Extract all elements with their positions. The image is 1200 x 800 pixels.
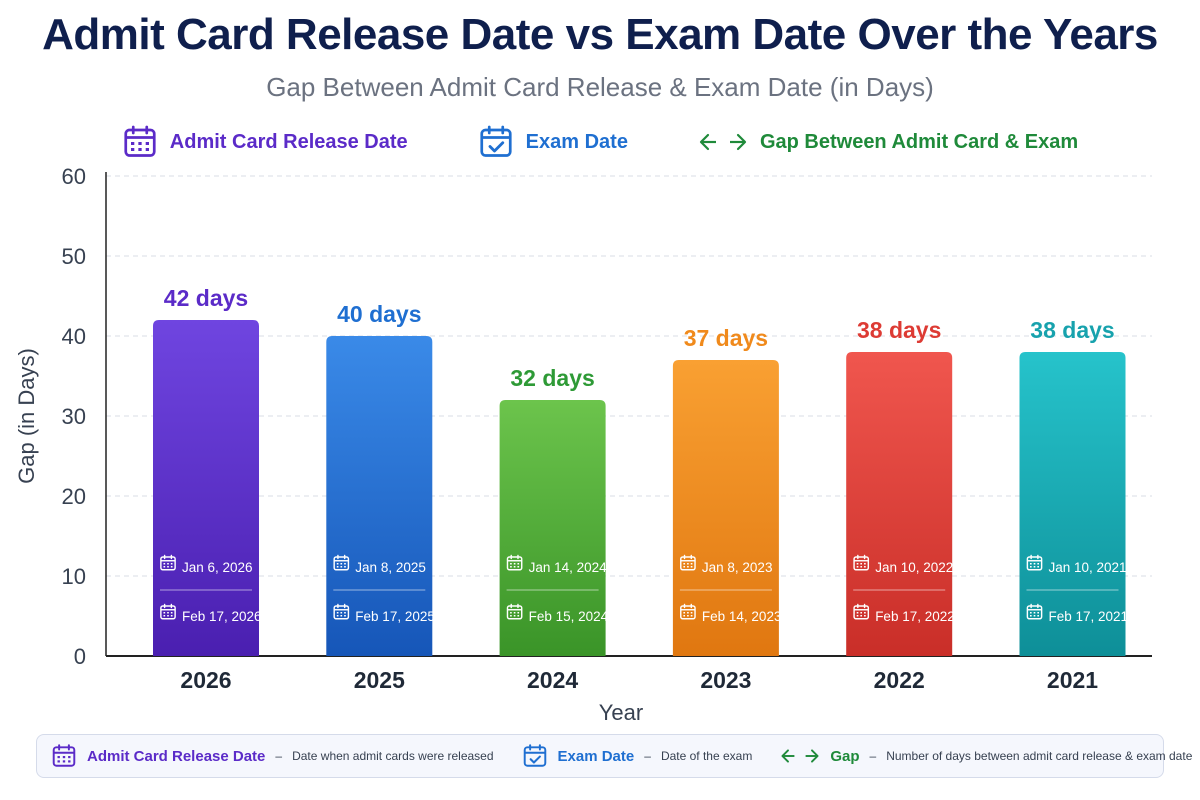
bottom-legend-exam-desc: Date of the exam	[660, 749, 753, 763]
calendar-icon	[52, 744, 76, 767]
admit-date-label: Jan 6, 2026	[182, 560, 253, 575]
x-tick-label: 2023	[700, 667, 751, 693]
y-tick-label: 40	[62, 324, 86, 349]
calendar-icon	[1026, 554, 1043, 571]
bar-value-label: 38 days	[857, 317, 941, 343]
legend-item-exam: Exam Date	[478, 124, 628, 160]
x-tick-label: 2026	[180, 667, 231, 693]
legend-item-admit: Admit Card Release Date	[122, 124, 408, 160]
bar	[1019, 352, 1126, 656]
bottom-legend-gap-desc: Number of days between admit card releas…	[886, 749, 1193, 763]
calendar-icon	[680, 554, 696, 571]
legend-item-gap: Gap Between Admit Card & Exam	[698, 130, 1078, 154]
double-arrow-icon	[699, 133, 747, 151]
chart-subtitle: Gap Between Admit Card Release & Exam Da…	[266, 72, 934, 102]
admit-date-label: Jan 10, 2021	[1049, 560, 1127, 575]
bar	[672, 360, 779, 656]
bar-value-label: 37 days	[684, 325, 768, 351]
bottom-legend-gap: Gap – Number of days between admit card …	[780, 746, 1192, 766]
calendar-check-icon	[160, 603, 176, 620]
calendar-icon	[160, 554, 176, 571]
y-tick-label: 30	[62, 404, 86, 429]
bar	[499, 400, 606, 656]
x-tick-label: 2021	[1047, 667, 1098, 693]
bar-value-label: 40 days	[337, 301, 421, 327]
x-tick-label: 2022	[874, 667, 925, 693]
bottom-legend-admit-dash: –	[275, 749, 283, 763]
exam-date-label: Feb 17, 2022	[875, 609, 955, 624]
exam-date-label: Feb 17, 2025	[355, 609, 435, 624]
bar-value-label: 38 days	[1030, 317, 1114, 343]
legend-label-exam: Exam Date	[525, 130, 628, 153]
bar-value-label: 32 days	[510, 365, 594, 391]
y-tick-label: 60	[62, 164, 86, 189]
calendar-check-icon	[523, 744, 546, 767]
admit-date-label: Jan 10, 2022	[875, 560, 953, 575]
bottom-legend-exam-label: Exam Date	[557, 747, 635, 765]
exam-date-label: Feb 15, 2024	[529, 609, 609, 624]
bar	[153, 320, 259, 656]
double-arrow-icon	[781, 749, 819, 763]
admit-date-label: Jan 8, 2025	[355, 560, 426, 575]
bottom-legend-gap-dash: –	[869, 749, 877, 763]
calendar-check-icon	[333, 603, 350, 620]
bottom-legend-admit-desc: Date when admit cards were released	[292, 749, 494, 763]
bar	[846, 352, 953, 656]
x-axis-label: Year	[599, 700, 643, 725]
calendar-icon	[124, 125, 156, 157]
calendar-icon	[853, 554, 870, 571]
calendar-check-icon	[853, 603, 870, 620]
bottom-legend-admit: Admit Card Release Date – Date when admi…	[51, 743, 494, 769]
x-tick-label: 2024	[527, 667, 578, 693]
bottom-legend-admit-label: Admit Card Release Date	[87, 747, 266, 765]
legend-top: Admit Card Release Date Exam Date Gap Be…	[0, 120, 1200, 164]
bar-value-label: 42 days	[164, 285, 248, 311]
admit-date-label: Jan 8, 2023	[702, 560, 773, 575]
y-tick-label: 50	[62, 244, 86, 269]
calendar-check-icon	[506, 603, 523, 620]
calendar-check-icon	[1026, 603, 1043, 620]
chart-title: Admit Card Release Date vs Exam Date Ove…	[42, 10, 1158, 59]
legend-label-gap: Gap Between Admit Card & Exam	[759, 130, 1079, 153]
bottom-legend-exam: Exam Date – Date of the exam	[522, 743, 753, 769]
exam-date-label: Feb 17, 2026	[182, 609, 262, 624]
x-tick-label: 2025	[354, 667, 405, 693]
exam-date-label: Feb 14, 2023	[702, 609, 782, 624]
exam-date-label: Feb 17, 2021	[1049, 609, 1129, 624]
admit-date-label: Jan 14, 2024	[529, 560, 608, 575]
bottom-legend-exam-dash: –	[644, 749, 651, 763]
bar	[326, 336, 433, 656]
calendar-icon	[333, 554, 350, 571]
bottom-legend-gap-label: Gap	[830, 747, 860, 765]
y-tick-label: 10	[62, 564, 86, 589]
calendar-check-icon	[480, 125, 512, 157]
legend-label-admit: Admit Card Release Date	[169, 130, 408, 153]
bottom-legend: Admit Card Release Date – Date when admi…	[36, 734, 1192, 778]
calendar-check-icon	[680, 603, 696, 620]
calendar-icon	[506, 554, 523, 571]
y-tick-label: 0	[74, 644, 86, 669]
y-tick-label: 20	[62, 484, 86, 509]
bar-chart: 0 10 20 30 40 50 60 Gap (in Days) Year 42 days Ja…	[14, 164, 1152, 725]
y-axis-label: Gap (in Days)	[14, 348, 39, 484]
